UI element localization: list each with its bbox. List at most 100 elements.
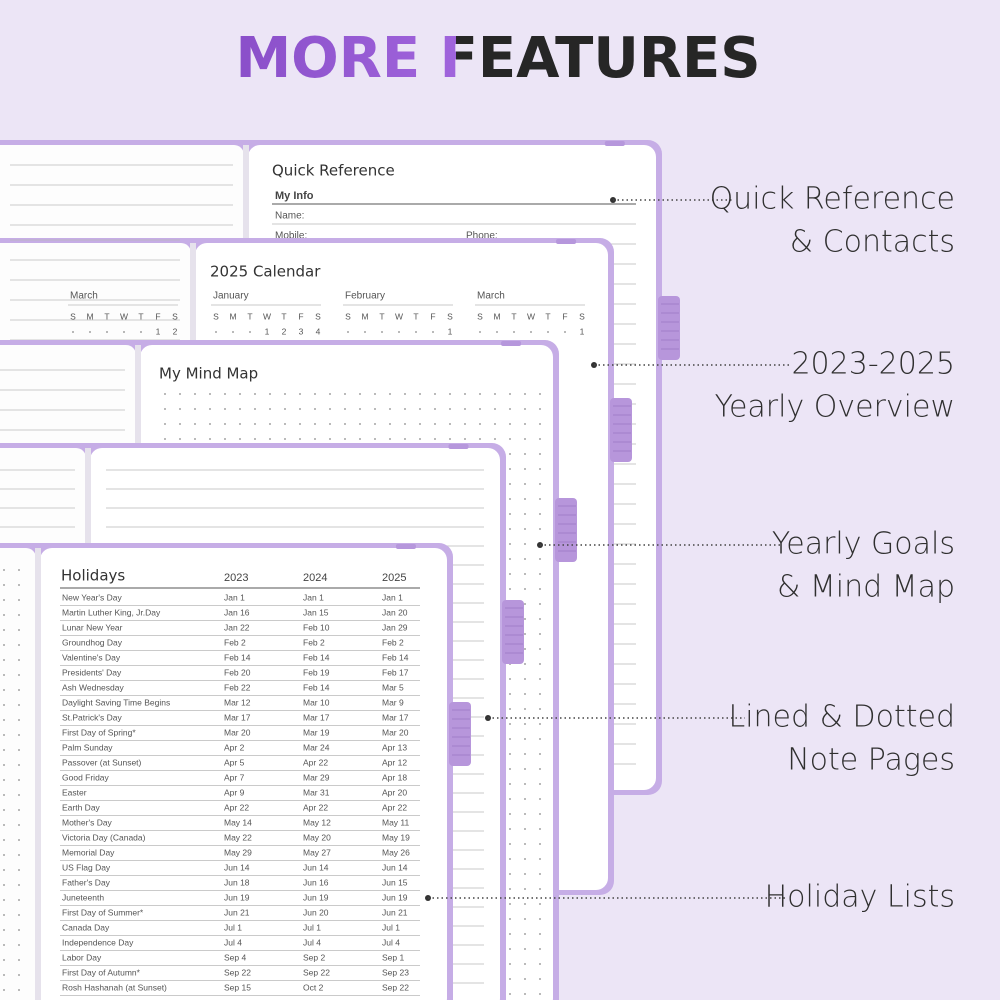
elastic-band: [502, 600, 524, 664]
holiday-name: US Flag Day: [62, 862, 111, 872]
notebooks: Quick Reference My Info Name: Mobile: Phone:…: [0, 140, 680, 1000]
holiday-date: May 26: [382, 847, 410, 857]
holiday-date: Jun 14: [303, 862, 329, 872]
grid-dot: [509, 513, 511, 515]
grid-dot: [524, 558, 526, 560]
grid-dot: [509, 708, 511, 710]
grid-dot: [389, 423, 391, 425]
weekday: S: [172, 311, 178, 321]
grid-dot: [539, 963, 541, 965]
holiday-date: May 14: [224, 817, 252, 827]
empty-day: [547, 331, 549, 333]
holiday-date: Feb 2: [224, 637, 246, 647]
grid-dot: [539, 438, 541, 440]
holiday-date: May 29: [224, 847, 252, 857]
grid-dot: [539, 558, 541, 560]
grid-dot: [479, 438, 481, 440]
holiday-date: Sep 1: [382, 952, 404, 962]
holiday-date: Feb 14: [303, 682, 330, 692]
grid-dot: [509, 678, 511, 680]
weekday: M: [361, 311, 368, 321]
weekday: T: [247, 311, 252, 321]
holiday-date: Jun 14: [224, 862, 250, 872]
grid-dot: [164, 438, 166, 440]
grid-dot: [539, 513, 541, 515]
grid-dot: [524, 843, 526, 845]
day-number: 3: [299, 326, 304, 336]
holiday-date: Jul 1: [303, 922, 321, 932]
holiday-date: Feb 14: [224, 652, 251, 662]
holiday-name: Ash Wednesday: [62, 682, 124, 692]
empty-day: [347, 331, 349, 333]
page-title: MORE FEATURES: [235, 26, 760, 91]
grid-dot: [509, 843, 511, 845]
holiday-date: May 12: [303, 817, 331, 827]
grid-dot: [299, 423, 301, 425]
grid-dot: [524, 738, 526, 740]
weekday: W: [395, 311, 403, 321]
grid-dot: [539, 873, 541, 875]
grid-dot: [314, 438, 316, 440]
holiday-date: Mar 9: [382, 697, 404, 707]
grid-dot: [539, 603, 541, 605]
grid-dot: [539, 783, 541, 785]
holiday-date: Apr 18: [382, 772, 407, 782]
bookmark-tab: [448, 444, 469, 449]
grid-dot: [269, 423, 271, 425]
grid-dot: [539, 918, 541, 920]
grid-dot: [524, 618, 526, 620]
grid-dot: [524, 708, 526, 710]
grid-dot: [18, 674, 20, 676]
holiday-name: Mother's Day: [62, 817, 113, 827]
grid-dot: [18, 614, 20, 616]
holiday-date: Jun 18: [224, 877, 250, 887]
bookmark-tab: [501, 341, 522, 346]
grid-dot: [194, 393, 196, 395]
holiday-date: Jul 1: [382, 922, 400, 932]
grid-dot: [509, 828, 511, 830]
grid-dot: [344, 438, 346, 440]
holiday-name: Groundhog Day: [62, 637, 123, 647]
grid-dot: [3, 899, 5, 901]
holiday-date: Sep 23: [382, 967, 409, 977]
holiday-name: Valentine's Day: [62, 652, 121, 662]
grid-dot: [509, 483, 511, 485]
field-label: Name:: [275, 211, 304, 222]
grid-dot: [524, 513, 526, 515]
holiday-date: Jul 4: [303, 937, 321, 947]
grid-dot: [524, 633, 526, 635]
holiday-date: Mar 20: [224, 727, 251, 737]
grid-dot: [164, 408, 166, 410]
empty-day: [381, 331, 383, 333]
empty-day: [398, 331, 400, 333]
empty-day: [140, 331, 142, 333]
grid-dot: [18, 974, 20, 976]
grid-dot: [524, 873, 526, 875]
weekday: S: [213, 311, 219, 321]
grid-dot: [3, 929, 5, 931]
grid-dot: [539, 738, 541, 740]
holiday-date: Feb 22: [224, 682, 251, 692]
grid-dot: [18, 869, 20, 871]
grid-dot: [509, 813, 511, 815]
grid-dot: [539, 768, 541, 770]
grid-dot: [539, 693, 541, 695]
grid-dot: [18, 734, 20, 736]
day-number: 1: [580, 326, 585, 336]
grid-dot: [509, 858, 511, 860]
grid-dot: [344, 408, 346, 410]
grid-dot: [524, 798, 526, 800]
grid-dot: [404, 393, 406, 395]
empty-day: [479, 331, 481, 333]
grid-dot: [539, 858, 541, 860]
bookmark-tab: [556, 239, 577, 244]
grid-dot: [539, 993, 541, 995]
grid-dot: [524, 768, 526, 770]
grid-dot: [539, 408, 541, 410]
empty-day: [72, 331, 74, 333]
holiday-date: Jun 19: [224, 892, 250, 902]
bookmark-tab: [604, 141, 625, 146]
grid-dot: [194, 423, 196, 425]
empty-day: [364, 331, 366, 333]
